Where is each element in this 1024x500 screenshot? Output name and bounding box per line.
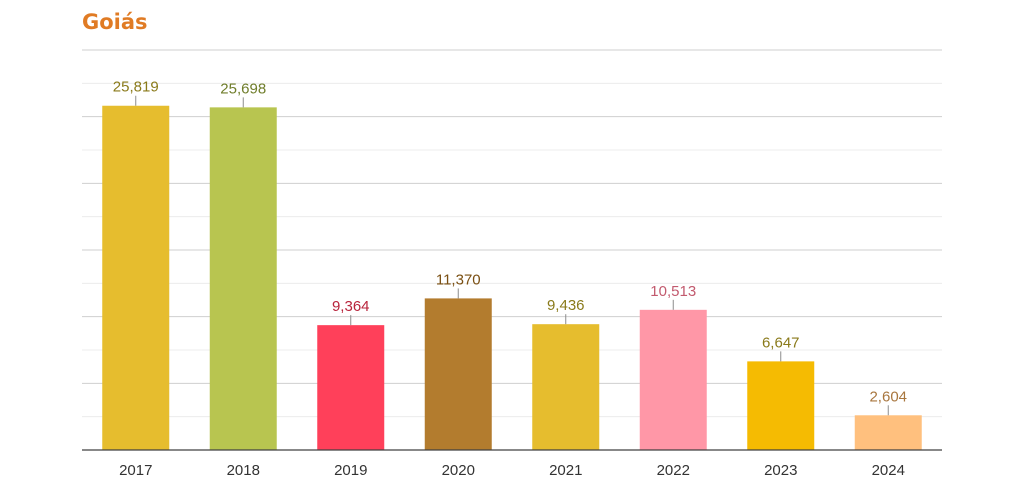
bar-2017 [102,105,170,450]
data-label-2023: 6,647 [762,334,800,351]
bar-2024 [854,415,922,450]
chart-title: Goiás [82,10,148,34]
bar-2023 [747,361,815,450]
x-tick-2024: 2024 [872,462,905,479]
data-label-2022: 10,513 [650,283,696,300]
bar-2022 [639,309,707,450]
bar-2021 [532,324,600,450]
bars [102,105,922,451]
data-label-2017: 25,819 [113,79,159,96]
data-label-2018: 25,698 [220,80,266,97]
x-tick-2023: 2023 [764,462,797,479]
x-tick-2021: 2021 [549,462,582,479]
bar-2019 [317,325,385,450]
x-tick-2022: 2022 [657,462,690,479]
data-label-2019: 9,364 [332,298,370,315]
x-tick-labels: 2017 2018 2019 2020 2021 2022 2023 2024 [119,462,905,479]
bar-2020 [424,298,492,450]
x-tick-2020: 2020 [442,462,475,479]
x-tick-2019: 2019 [334,462,367,479]
label-leaders [135,95,889,416]
data-label-2020: 11,370 [436,271,481,288]
data-labels: 25,819 25,698 9,364 11,370 9,436 10,513 6,647 2… [113,79,907,406]
x-tick-2017: 2017 [119,462,152,479]
data-label-2024: 2,604 [869,388,907,405]
bar-2018 [209,107,277,451]
x-tick-2018: 2018 [227,462,260,479]
data-label-2021: 9,436 [547,297,585,314]
